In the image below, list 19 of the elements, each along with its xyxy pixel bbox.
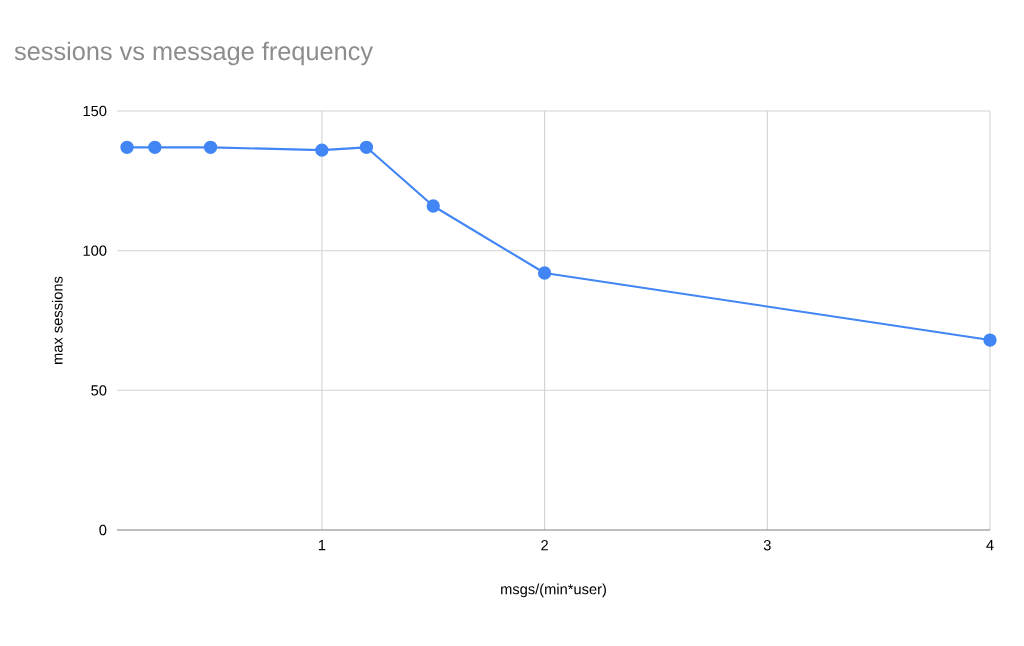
x-tick-label: 4 (986, 540, 994, 551)
x-tick-label: 1 (318, 540, 326, 551)
y-tick-label: 150 (83, 105, 107, 117)
point (426, 199, 440, 213)
x-tick-label: 2 (541, 540, 548, 551)
x-axis-title: msgs/(min*user) (501, 583, 606, 598)
point (315, 143, 329, 157)
y-tick-label: 100 (83, 245, 107, 256)
point (359, 140, 374, 154)
y-tick-label: 50 (91, 385, 107, 396)
y-axis-title: max sessions (51, 276, 63, 364)
point (537, 266, 552, 280)
point (983, 333, 997, 347)
point (120, 140, 134, 154)
chart-title: sessions vs message frequency (14, 41, 373, 66)
point (148, 140, 162, 154)
x-tick-label: 3 (763, 540, 771, 551)
y-tick-label: 0 (99, 524, 107, 536)
point (203, 140, 218, 154)
